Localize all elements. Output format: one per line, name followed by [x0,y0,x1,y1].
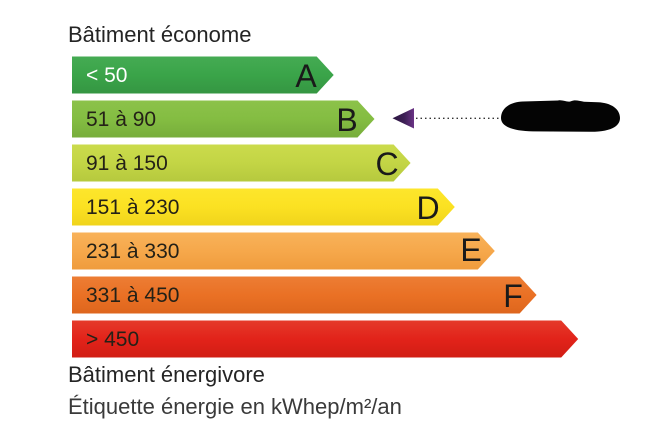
svg-text:E: E [460,232,481,268]
svg-text:D: D [416,190,439,226]
svg-text:91 à 150: 91 à 150 [86,152,168,175]
svg-text:331 à 450: 331 à 450 [86,284,179,307]
svg-text:51 à 90: 51 à 90 [86,108,156,131]
svg-text:< 50: < 50 [86,64,127,87]
svg-text:231 à 330: 231 à 330 [86,240,179,263]
svg-text:B: B [336,102,357,138]
svg-text:> 450: > 450 [86,328,139,351]
svg-text:C: C [375,146,398,182]
svg-text:A: A [295,58,317,94]
svg-text:F: F [503,278,523,314]
svg-text:151 à 230: 151 à 230 [86,196,179,219]
